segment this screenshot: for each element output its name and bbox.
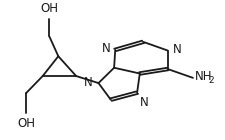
Text: N: N [172, 43, 180, 56]
Text: N: N [101, 42, 110, 55]
Text: 2: 2 [208, 76, 213, 85]
Text: N: N [140, 96, 148, 109]
Text: NH: NH [194, 70, 212, 83]
Text: N: N [84, 76, 92, 89]
Text: OH: OH [40, 2, 58, 15]
Text: OH: OH [17, 117, 35, 130]
